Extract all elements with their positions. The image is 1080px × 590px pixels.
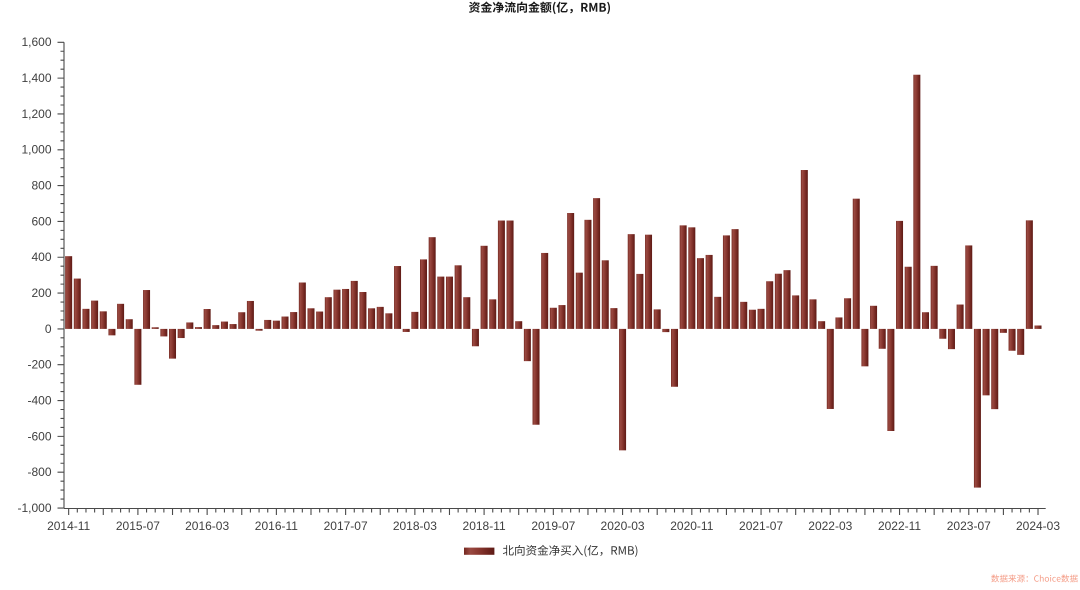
svg-text:2015-07: 2015-07 — [116, 519, 160, 533]
svg-text:2022-03: 2022-03 — [808, 519, 852, 533]
svg-text:2018-11: 2018-11 — [463, 519, 506, 533]
svg-text:2019-07: 2019-07 — [531, 519, 575, 533]
svg-text:-200: -200 — [27, 358, 51, 372]
svg-text:600: 600 — [31, 214, 51, 228]
svg-text:-1,000: -1,000 — [17, 501, 51, 515]
svg-text:2020-11: 2020-11 — [670, 519, 713, 533]
svg-text:2016-11: 2016-11 — [255, 519, 298, 533]
svg-text:2024-03: 2024-03 — [1016, 519, 1060, 533]
svg-text:2014-11: 2014-11 — [47, 519, 90, 533]
svg-text:-800: -800 — [27, 465, 51, 479]
svg-text:-400: -400 — [27, 393, 51, 407]
svg-text:2016-03: 2016-03 — [185, 519, 229, 533]
svg-text:1,600: 1,600 — [21, 35, 51, 49]
svg-text:-600: -600 — [27, 429, 51, 443]
svg-text:400: 400 — [31, 250, 51, 264]
svg-text:2022-11: 2022-11 — [878, 519, 921, 533]
svg-text:800: 800 — [31, 179, 51, 193]
svg-text:1,200: 1,200 — [21, 107, 51, 121]
svg-text:2021-07: 2021-07 — [739, 519, 783, 533]
svg-text:2018-03: 2018-03 — [393, 519, 437, 533]
svg-text:1,000: 1,000 — [21, 143, 51, 157]
svg-text:1,400: 1,400 — [21, 71, 51, 85]
svg-text:0: 0 — [45, 322, 52, 336]
svg-text:2020-03: 2020-03 — [601, 519, 645, 533]
svg-text:2023-07: 2023-07 — [947, 519, 991, 533]
svg-text:200: 200 — [31, 286, 51, 300]
svg-text:2017-07: 2017-07 — [324, 519, 368, 533]
